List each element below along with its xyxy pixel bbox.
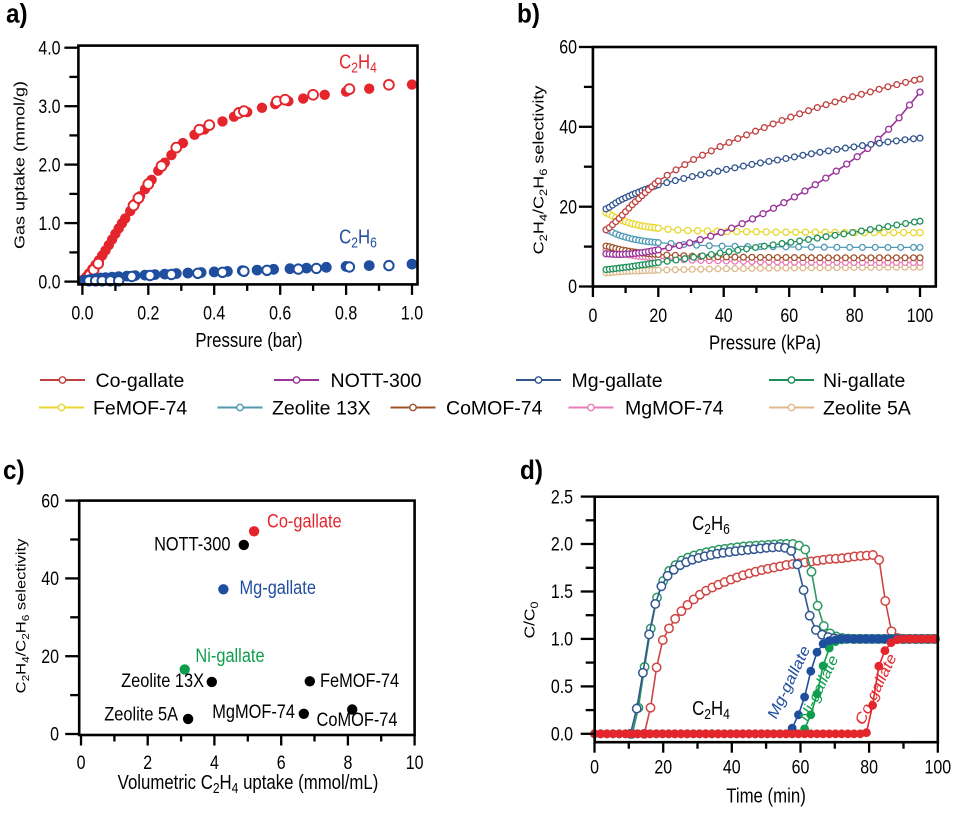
- svg-text:60: 60: [792, 756, 810, 778]
- svg-text:10: 10: [406, 752, 424, 774]
- svg-text:MgMOF-74: MgMOF-74: [212, 700, 295, 722]
- svg-text:Pressure (bar): Pressure (bar): [195, 329, 302, 352]
- svg-text:60: 60: [559, 36, 577, 58]
- svg-text:C2​H4​: C2​H4​: [339, 50, 377, 76]
- svg-text:Zeolite 13X: Zeolite 13X: [272, 398, 371, 420]
- svg-text:40: 40: [715, 305, 733, 327]
- svg-text:MgMOF-74: MgMOF-74: [625, 398, 724, 420]
- svg-text:Zeolite 5A: Zeolite 5A: [823, 398, 911, 420]
- svg-text:20: 20: [559, 196, 577, 218]
- svg-text:Ni-gallate: Ni-gallate: [823, 370, 905, 392]
- svg-text:2.0: 2.0: [38, 154, 60, 176]
- svg-text:C/C0​: C/C0​: [522, 601, 541, 639]
- svg-text:C2​H6​: C2​H6​: [692, 512, 730, 538]
- svg-text:1.0: 1.0: [38, 212, 60, 234]
- svg-text:0: 0: [77, 752, 86, 774]
- svg-text:0: 0: [588, 305, 597, 327]
- svg-text:1.5: 1.5: [551, 581, 573, 603]
- svg-text:0.5: 0.5: [551, 676, 573, 698]
- svg-text:NOTT-300: NOTT-300: [331, 370, 422, 392]
- svg-text:60: 60: [780, 305, 798, 327]
- svg-text:C2​H4​/C2​H6​ selectivity: C2​H4​/C2​H6​ selectivity: [14, 538, 32, 693]
- svg-text:0.8: 0.8: [335, 302, 357, 324]
- svg-text:60: 60: [41, 490, 59, 512]
- svg-text:40: 40: [41, 568, 59, 590]
- svg-text:CoMOF-74: CoMOF-74: [317, 709, 398, 731]
- svg-text:100: 100: [924, 756, 951, 778]
- svg-text:Co-gallate: Co-gallate: [267, 510, 342, 532]
- svg-text:0.2: 0.2: [137, 302, 159, 324]
- svg-text:2: 2: [143, 752, 152, 774]
- svg-text:C2​H4​: C2​H4​: [692, 697, 730, 723]
- svg-text:80: 80: [860, 756, 878, 778]
- svg-text:0.0: 0.0: [38, 271, 60, 293]
- svg-text:40: 40: [723, 756, 741, 778]
- svg-text:Mg-gallate: Mg-gallate: [240, 577, 316, 599]
- svg-text:40: 40: [559, 116, 577, 138]
- svg-text:8: 8: [343, 752, 352, 774]
- svg-text:Gas uptake (mmol/g): Gas uptake (mmol/g): [11, 81, 28, 249]
- svg-text:a): a): [6, 0, 28, 29]
- svg-text:1.0: 1.0: [401, 302, 423, 324]
- svg-text:6: 6: [277, 752, 286, 774]
- svg-text:CoMOF-74: CoMOF-74: [446, 398, 543, 420]
- svg-text:4: 4: [210, 752, 219, 774]
- svg-text:FeMOF-74: FeMOF-74: [93, 398, 187, 420]
- svg-text:Volumetric C2​H4​ uptake (mmol: Volumetric C2​H4​ uptake (mmol/mL): [118, 771, 379, 797]
- svg-text:2.5: 2.5: [551, 486, 573, 508]
- svg-text:2.0: 2.0: [551, 533, 573, 555]
- svg-text:NOTT-300: NOTT-300: [154, 533, 230, 555]
- svg-text:20: 20: [41, 646, 59, 668]
- svg-text:Mg-gallate: Mg-gallate: [572, 370, 663, 392]
- svg-text:100: 100: [907, 305, 934, 327]
- svg-text:C2​H4​/C2​H6​ selectivity: C2​H4​/C2​H6​ selectivity: [530, 85, 550, 255]
- svg-text:FeMOF-74: FeMOF-74: [320, 670, 399, 692]
- svg-text:0.0: 0.0: [551, 723, 573, 745]
- svg-text:0: 0: [568, 276, 577, 298]
- svg-text:80: 80: [846, 305, 864, 327]
- svg-text:1.0: 1.0: [551, 628, 573, 650]
- svg-text:Pressure (kPa): Pressure (kPa): [709, 331, 821, 354]
- svg-text:Co-gallate: Co-gallate: [96, 370, 185, 392]
- svg-text:0: 0: [590, 756, 599, 778]
- svg-text:0: 0: [50, 723, 59, 745]
- svg-text:b): b): [517, 0, 540, 29]
- svg-text:20: 20: [654, 756, 672, 778]
- svg-text:4.0: 4.0: [38, 37, 60, 59]
- svg-text:0.4: 0.4: [203, 302, 225, 324]
- svg-text:c): c): [3, 456, 25, 485]
- svg-text:3.0: 3.0: [38, 96, 60, 118]
- svg-text:d): d): [520, 456, 543, 485]
- svg-text:0.0: 0.0: [71, 302, 93, 324]
- svg-text:Time (min): Time (min): [726, 784, 806, 807]
- svg-text:20: 20: [649, 305, 667, 327]
- svg-text:Ni-gallate: Ni-gallate: [195, 645, 264, 667]
- svg-text:Zeolite 13X: Zeolite 13X: [121, 670, 204, 692]
- svg-text:C2​H6​: C2​H6​: [339, 225, 377, 251]
- svg-text:Zeolite 5A: Zeolite 5A: [104, 703, 178, 725]
- svg-text:0.6: 0.6: [269, 302, 291, 324]
